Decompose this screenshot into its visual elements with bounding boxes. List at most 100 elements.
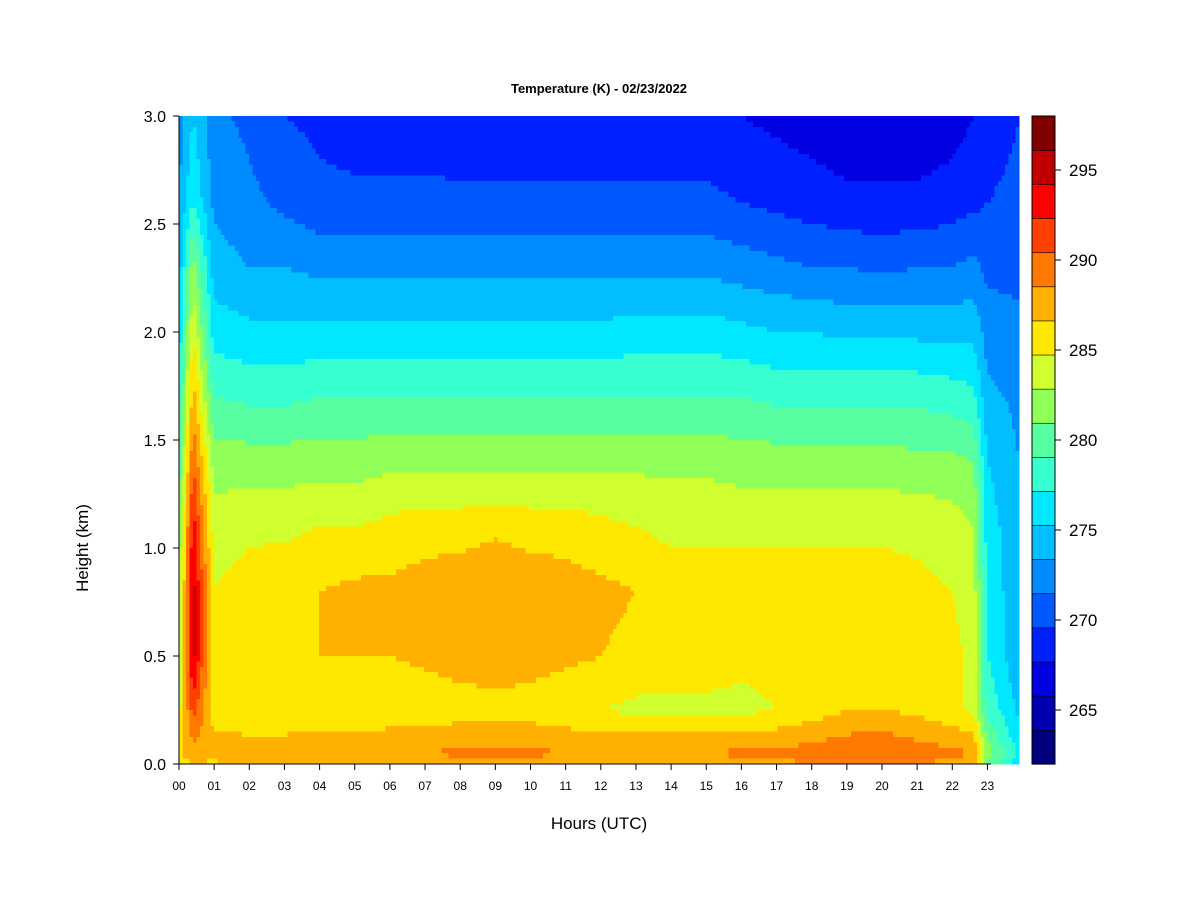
heat-cell [291,283,296,290]
heat-cell [228,537,233,544]
heat-cell [259,726,264,733]
heat-cell [200,558,205,565]
heat-cell [291,364,296,371]
heat-cell [207,391,212,398]
heat-cell [266,602,271,608]
heat-cell [235,240,240,247]
heat-cell [203,564,208,571]
heat-cell [207,164,212,171]
heat-cell [221,715,226,722]
heat-cell [277,305,282,311]
heat-cell [242,688,247,695]
heat-cell [224,526,229,533]
heat-cell [270,272,275,279]
heat-cell [221,650,226,657]
heat-cell [179,251,184,257]
heat-cell [207,704,212,711]
heat-cell [214,321,219,328]
heat-cell [266,159,271,166]
heat-cell [231,537,236,544]
heat-cell [277,688,282,695]
heat-cell [249,434,254,441]
heat-cell [301,310,306,317]
heat-cell [263,315,268,322]
heat-cell [312,720,317,727]
heat-cell [186,645,191,652]
heat-cell [231,623,236,630]
heat-cell [179,418,184,425]
heat-cell [228,143,233,149]
heat-cell [228,342,233,349]
heat-cell [308,380,313,387]
heat-cell [277,299,282,306]
heat-cell [228,310,233,317]
heat-cell [298,283,303,290]
heat-cell [235,315,240,322]
heat-cell [203,753,208,760]
heat-cell [221,251,226,257]
heat-cell [189,585,194,592]
heat-cell [179,342,184,349]
heat-cell [231,375,236,382]
heat-cell [319,240,324,247]
heat-cell [270,402,275,409]
heat-cell [186,639,191,646]
heat-cell [298,348,303,355]
heat-cell [210,229,215,236]
heat-cell [315,126,320,133]
heat-cell [280,337,285,344]
heat-cell [291,418,296,425]
heat-cell [186,440,191,446]
heat-cell [284,461,289,468]
heat-cell [270,758,275,765]
heat-cell [249,731,254,738]
heat-cell [196,186,201,193]
heat-cell [266,650,271,657]
heat-cell [308,375,313,382]
heat-cell [182,661,187,668]
heat-cell [210,753,215,760]
heat-cell [196,126,201,133]
heat-cell [245,742,250,749]
heat-cell [200,693,205,700]
heat-cell [312,272,317,279]
heat-cell [284,434,289,441]
heat-cell [207,440,212,446]
heat-cell [182,375,187,382]
heat-cell [308,240,313,247]
heat-cell [277,558,282,565]
heat-cell [273,321,278,328]
heat-cell [319,153,324,160]
heat-cell [263,299,268,306]
heat-cell [277,677,282,684]
heat-cell [256,612,261,619]
heat-cell [287,137,292,144]
heat-cell [263,364,268,371]
heat-cell [294,402,299,409]
heat-cell [284,623,289,630]
heat-cell [228,283,233,290]
heat-cell [298,666,303,673]
heat-cell [270,537,275,544]
heat-cell [186,159,191,166]
heat-cell [280,477,285,484]
heat-cell [308,191,313,198]
heat-cell [291,202,296,209]
heat-cell [263,132,268,139]
heat-cell [294,504,299,511]
heat-cell [182,218,187,225]
heat-cell [235,650,240,657]
heat-cell [231,245,236,252]
heat-cell [179,693,184,700]
heat-cell [322,288,327,295]
heat-cell [203,413,208,419]
heat-cell [242,380,247,387]
heat-cell [214,602,219,608]
heat-cell [298,639,303,646]
heat-cell [252,240,257,247]
heat-cell [252,569,257,576]
heat-cell [224,386,229,392]
heat-cell [280,504,285,511]
heat-cell [249,661,254,668]
heat-cell [263,639,268,646]
